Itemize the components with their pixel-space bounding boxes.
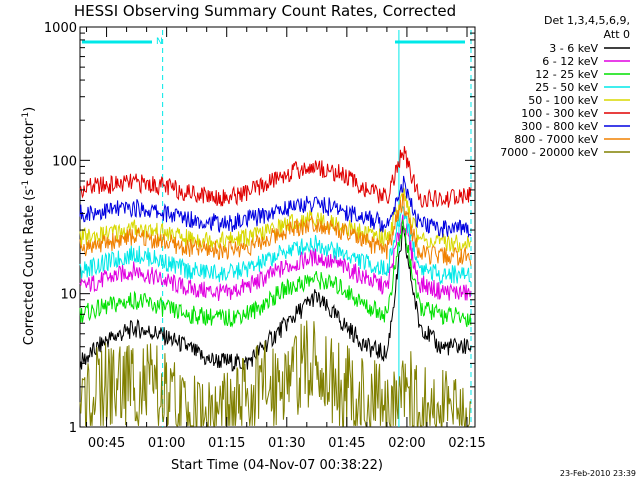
series-line — [79, 193, 472, 266]
chart-title: HESSI Observing Summary Count Rates, Cor… — [74, 2, 456, 20]
y-tick-label: 1000 — [44, 21, 77, 36]
series-line — [79, 175, 472, 239]
legend-header-line-2: Att 0 — [604, 28, 630, 41]
legend-header-line-1: Det 1,3,4,5,6,9, — [544, 14, 630, 27]
y-axis-label-mid: detector — [22, 120, 37, 180]
annotation-layer: N — [82, 37, 465, 47]
series-layer — [79, 146, 472, 427]
x-tick-label: 01:30 — [268, 436, 305, 451]
series-line — [79, 205, 472, 286]
legend-entry-label: 6 - 12 keV — [542, 55, 598, 68]
plot-frame — [79, 26, 476, 428]
legend-entry-label: 25 - 50 keV — [535, 81, 598, 94]
legend-entry-label: 800 - 7000 keV — [514, 133, 598, 146]
y-axis-label-sup1: -1 — [21, 180, 31, 189]
x-tick-label: 01:45 — [328, 436, 365, 451]
x-axis-label: Start Time (04-Nov-07 00:38:22) — [171, 458, 383, 473]
series-line — [79, 146, 472, 208]
x-tick-label: 01:15 — [208, 436, 245, 451]
series-line — [79, 225, 472, 372]
y-axis-ticks: 1 10 100 1000 — [44, 21, 475, 436]
legend-entry-label: 7000 - 20000 keV — [500, 146, 598, 159]
y-axis-label-sup2: -1 — [21, 112, 31, 121]
legend-entry-label: 50 - 100 keV — [528, 94, 598, 107]
legend-entry-label: 12 - 25 keV — [535, 68, 598, 81]
series-line — [79, 219, 472, 328]
y-tick-label: 1 — [69, 421, 77, 436]
x-tick-label: 02:15 — [448, 436, 485, 451]
x-tick-label: 01:00 — [148, 436, 185, 451]
x-tick-label: 02:00 — [388, 436, 425, 451]
y-axis-label-end: ) — [22, 107, 37, 112]
y-tick-label: 100 — [52, 154, 77, 169]
series-line — [79, 320, 472, 427]
legend-entry-label: 3 - 6 keV — [549, 42, 598, 55]
x-axis-ticks: 00:45 01:00 01:15 01:30 01:45 02:00 02:15 — [86, 27, 486, 451]
y-axis-label-main: Corrected Count Rate (s — [22, 189, 37, 346]
x-tick-label: 00:45 — [88, 436, 125, 451]
legend-entry-label: 100 - 300 keV — [521, 107, 598, 120]
night-flag-label: N — [156, 37, 163, 47]
y-tick-label: 10 — [60, 288, 77, 303]
y-axis-label: Corrected Count Rate (s-1 detector-1) — [21, 107, 37, 345]
legend-entry-label: 300 - 800 keV — [521, 120, 598, 133]
footer-timestamp: 23-Feb-2010 23:39 — [560, 469, 636, 478]
